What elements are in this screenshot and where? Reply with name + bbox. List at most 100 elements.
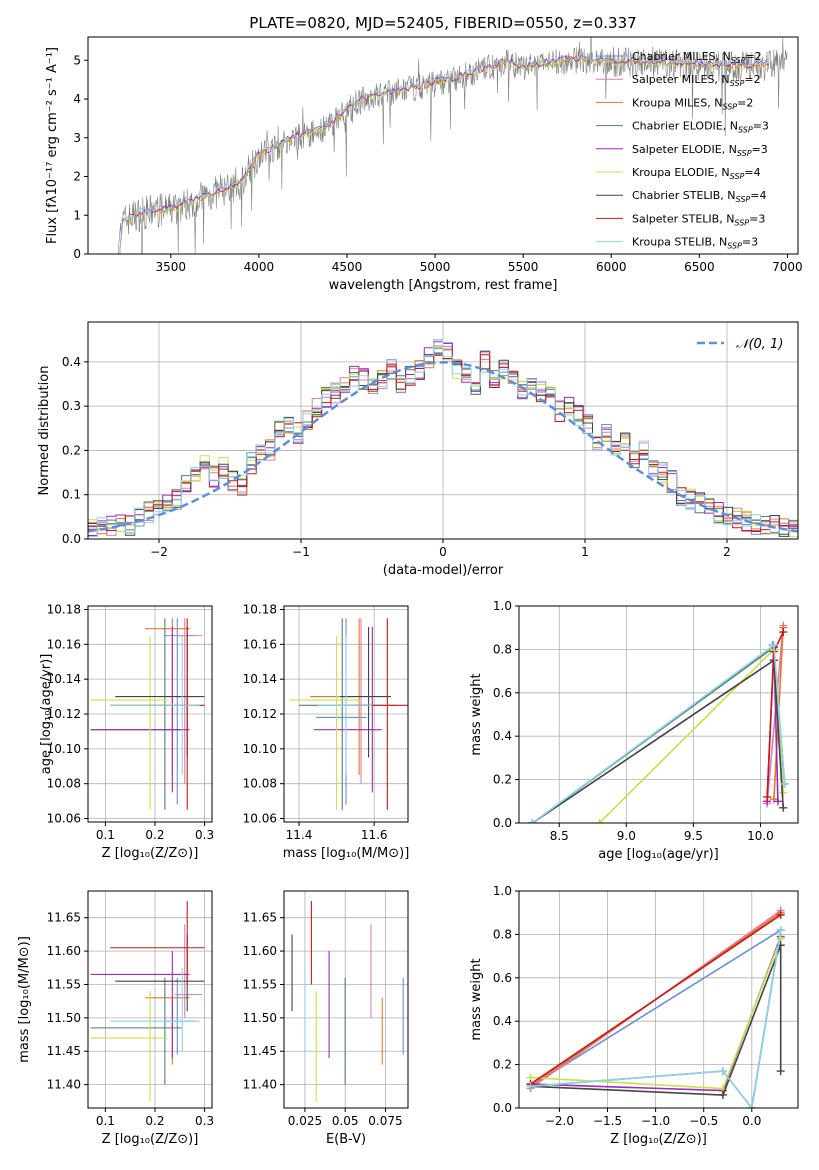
y-tick-label: 10.06 (243, 812, 277, 826)
chart-title: PLATE=0820, MJD=52405, FIBERID=0550, z=0… (249, 14, 636, 32)
x-tick-label: 5000 (420, 260, 451, 274)
y-axis-label: Normed distribution (37, 366, 52, 496)
plot-area (528, 621, 789, 823)
y-tick-label: 11.65 (243, 911, 277, 925)
legend-tail: =2 (745, 50, 761, 63)
y-tick-label: 2 (73, 170, 81, 184)
x-tick-label: −1.5 (593, 1114, 622, 1128)
y-axis-label: mass weight (469, 673, 484, 755)
y-tick-label: 0.8 (493, 927, 512, 941)
panel-mass_vs_ebv: 0.025 0.05 0.075 11.40 11.45 11.50 11.55 11.60 1… (243, 890, 409, 1147)
x-axis-label: Z [log₁₀(Z/Z⊙)] (102, 846, 199, 861)
legend-entry: Chabrier ELODIE, NSSP=3 (632, 120, 769, 135)
y-tick-label: 10.10 (47, 742, 81, 756)
y-tick-label: 0.4 (493, 729, 512, 743)
y-tick-label: 10.14 (47, 672, 81, 686)
y-tick-label: 0.0 (493, 816, 512, 830)
y-axis-label: mass [log₁₀(M/M⊙)] (17, 936, 32, 1063)
x-tick-label: 0.3 (195, 828, 214, 842)
x-tick-label: 0.025 (288, 1114, 322, 1128)
y-tick-label: 11.50 (47, 1011, 81, 1025)
legend-tail: =4 (750, 189, 766, 202)
y-tick-label: 11.40 (243, 1078, 277, 1092)
x-tick-label: 5500 (508, 260, 539, 274)
legend-entry: Kroupa STELIB, NSSP=3 (632, 236, 758, 251)
legend-entry: Kroupa MILES, NSSP=2 (632, 96, 753, 111)
y-tick-label: 0.1 (62, 488, 81, 502)
y-tick-label: 11.55 (243, 977, 277, 991)
x-tick-label: 0.0 (742, 1114, 761, 1128)
y-tick-label: 0.2 (493, 773, 512, 787)
histogram-kroupa_stelib (88, 339, 798, 537)
y-tick-label: 4 (73, 92, 81, 106)
weight-marker-chabrier_stelib (779, 803, 788, 812)
x-tick-label: −2 (150, 545, 168, 559)
legend-label: Chabrier STELIB, N (632, 189, 736, 202)
gaussian-curve (88, 361, 798, 533)
legend-label: Chabrier MILES, N (632, 50, 731, 63)
legend-subscript: SSP (734, 218, 749, 227)
panel-weight_vs_age: 8.5 9.0 9.5 10.0 0.0 0.2 0.4 0.6 0.8 1.0 age [log₁… (469, 599, 799, 862)
y-tick-label: 1 (73, 208, 81, 222)
x-axis-label: Z [log₁₀(Z/Z⊙)] (102, 1132, 199, 1147)
panel-age_vs_Z: 0.1 0.2 0.3 10.06 10.08 10.10 10.12 10.14 10.16 1… (39, 602, 214, 861)
weight-marker-salpeter_stelib (776, 910, 785, 919)
legend-entry: 𝒩(0, 1) (736, 337, 783, 352)
legend-label: Chabrier ELODIE, N (632, 120, 738, 133)
x-tick-label: 0.075 (368, 1114, 402, 1128)
y-tick-label: 10.12 (243, 707, 277, 721)
legend-tail: =3 (742, 236, 758, 249)
y-tick-label: 10.10 (243, 742, 277, 756)
x-tick-label: 6000 (596, 260, 627, 274)
x-tick-label: 0.2 (145, 1114, 164, 1128)
legend-tail: =3 (752, 143, 768, 156)
x-tick-label: 0.3 (195, 1114, 214, 1128)
legend-subscript: SSP (737, 149, 752, 158)
y-tick-label: 0.0 (493, 1101, 512, 1115)
legend-subscript: SSP (736, 195, 751, 204)
weight-marker-kroupa_stelib (780, 779, 789, 788)
x-tick-label: −1.0 (641, 1114, 670, 1128)
x-tick-label: 11.6 (361, 828, 388, 842)
y-tick-label: 0.2 (62, 443, 81, 457)
y-tick-label: 11.45 (243, 1044, 277, 1058)
panel-spectrum: PLATE=0820, MJD=52405, FIBERID=0550, z=0… (45, 14, 803, 293)
weight-line-salpeter_stelib (530, 914, 782, 1085)
weight-marker-salpeter_stelib (763, 792, 772, 801)
x-axis-label: age [log₁₀(age/yr)] (598, 847, 719, 862)
y-tick-label: 11.60 (47, 944, 81, 958)
legend-subscript: SSP (727, 242, 742, 251)
y-tick-label: 5 (73, 53, 81, 67)
plot-area (289, 618, 408, 810)
y-tick-label: 11.55 (47, 977, 81, 991)
x-tick-label: 11.4 (286, 828, 313, 842)
legend-entry: Salpeter MILES, NSSP=2 (632, 73, 761, 88)
weight-line-kroupa_stelib (530, 929, 782, 1108)
observed-spectrum (117, 37, 788, 254)
x-tick-label: 3500 (156, 260, 187, 274)
legend-tail: =4 (744, 166, 760, 179)
axes-frame (518, 890, 799, 1109)
plot-area (526, 906, 785, 1108)
legend-entry: Chabrier MILES, NSSP=2 (632, 50, 762, 65)
legend-subscript: SSP (731, 56, 746, 65)
y-tick-label: 1.0 (493, 884, 512, 898)
weight-line-chabrier_stelib (530, 945, 782, 1096)
y-tick-label: 10.08 (243, 777, 277, 791)
y-tick-label: 10.18 (243, 602, 277, 616)
x-tick-label: 9.0 (617, 829, 636, 843)
x-tick-label: 0.2 (145, 828, 164, 842)
legend-subscript: SSP (730, 172, 745, 181)
weight-marker-kroupa_stelib (526, 1082, 535, 1091)
x-tick-label: 6500 (684, 260, 715, 274)
y-tick-label: 0.6 (493, 971, 512, 985)
weight-marker-kroupa_stelib (776, 926, 785, 935)
legend-entry: Salpeter ELODIE, NSSP=3 (632, 143, 768, 158)
panel-age_vs_mass: 11.4 11.6 10.06 10.08 10.10 10.12 10.14 10.16 10… (243, 602, 410, 861)
y-tick-label: 0.6 (493, 686, 512, 700)
panel-weight_vs_Z: −2.0 −1.5 −1.0 −0.5 0.0 0.0 0.2 0.4 0.6 0.8 1.0 Z [… (469, 884, 799, 1147)
x-axis-label: Z [log₁₀(Z/Z⊙)] (610, 1132, 707, 1147)
x-axis-label: (data-model)/error (383, 563, 504, 578)
